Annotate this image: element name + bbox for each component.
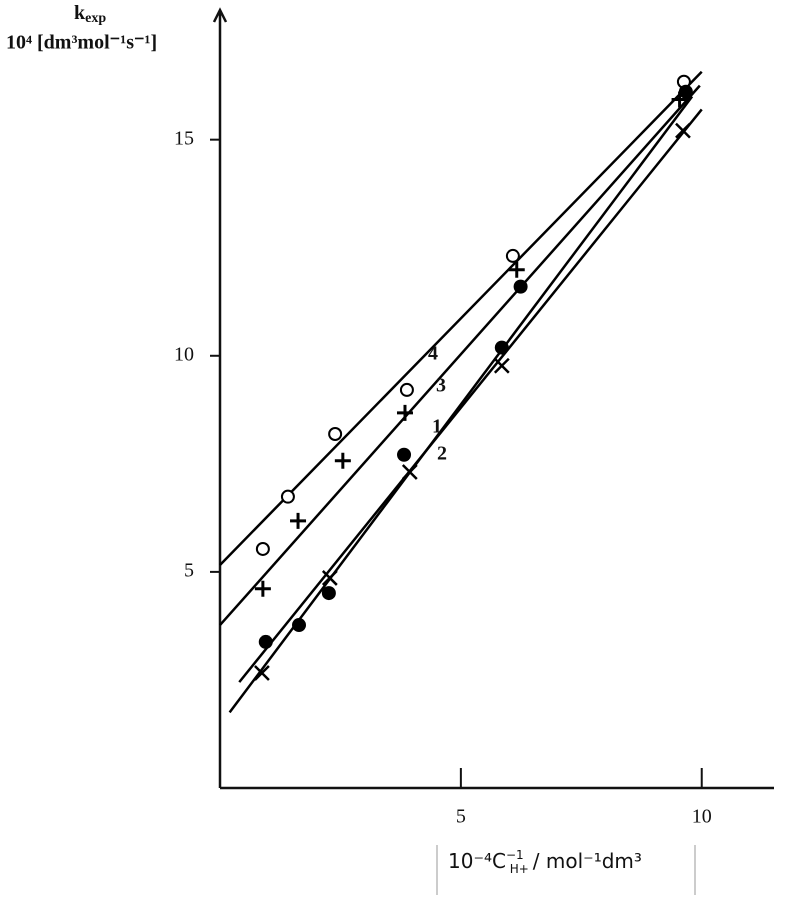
x-label-rest: / mol⁻¹dm³: [533, 849, 642, 873]
marker: [280, 489, 295, 504]
marker: [254, 665, 270, 681]
marker: [678, 84, 693, 99]
marker: [328, 427, 343, 442]
marker: [513, 279, 528, 294]
x-label-main: 10⁻⁴C: [448, 849, 506, 873]
marker: [290, 512, 307, 529]
series-label: 1: [432, 416, 442, 438]
y-tick-label: 15: [174, 127, 194, 149]
x-tick-label: 5: [456, 806, 466, 828]
series-label: 2: [437, 443, 447, 465]
y-label-sub: exp: [85, 11, 106, 26]
marker: [292, 618, 307, 633]
y-tick-label: 5: [184, 559, 194, 581]
y-label-main: k: [74, 2, 86, 24]
marker: [493, 357, 510, 374]
marker: [505, 248, 520, 263]
fit-line: [238, 108, 703, 683]
y-axis: [212, 7, 228, 788]
marker: [255, 541, 270, 556]
marker: [397, 447, 412, 462]
fit-line: [228, 95, 694, 714]
marker: [399, 382, 414, 397]
fit-line: [219, 70, 703, 566]
fit-line: [219, 84, 701, 626]
y-label-unit: 10⁴ [dm³mol⁻¹s⁻¹]: [6, 32, 157, 54]
marker: [321, 586, 336, 601]
y-tick-label: 10: [174, 343, 194, 365]
x-label-sub: H+: [510, 862, 529, 876]
marker: [396, 404, 413, 421]
marker: [254, 580, 271, 597]
marker: [508, 261, 525, 278]
x-tick-label: 10: [692, 806, 712, 828]
marker: [334, 452, 351, 469]
series-label: 3: [436, 375, 446, 397]
marker: [401, 464, 418, 480]
marker: [321, 570, 338, 586]
marker: [675, 122, 691, 139]
y-label: kexp: [74, 2, 106, 27]
x-label-sup: −1: [506, 848, 524, 862]
series-label: 4: [428, 343, 438, 365]
x-label: 10⁻⁴C−1 H+ / mol⁻¹dm³: [448, 848, 642, 876]
